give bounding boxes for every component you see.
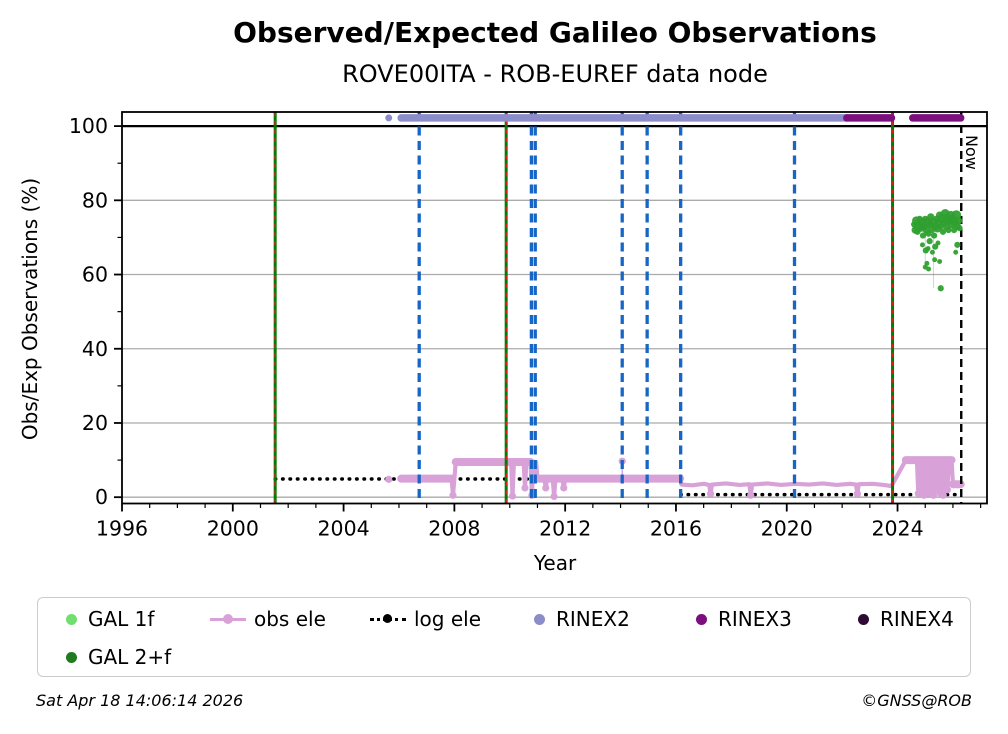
now-label: Now xyxy=(962,135,981,170)
x-tick-label: 2024 xyxy=(871,517,923,541)
now-label-text: Now xyxy=(962,135,981,170)
y-tick-label: 60 xyxy=(82,263,108,287)
obs-ele-legend-marker xyxy=(210,613,246,624)
chart-subtitle: ROVE00ITA - ROB-EUREF data node xyxy=(342,60,768,88)
legend-item-rinex2: RINEX2 xyxy=(534,606,630,632)
rinex2-legend-marker xyxy=(534,613,545,625)
x-axis-label: Year xyxy=(533,551,577,575)
x-tick-label: 1996 xyxy=(96,517,148,541)
chart-title: Observed/Expected Galileo Observations xyxy=(233,16,877,49)
rinex3-legend-marker xyxy=(696,613,707,625)
plot-timestamp: Sat Apr 18 14:06:14 2026 xyxy=(36,691,244,710)
gal2f-legend-marker xyxy=(66,651,77,663)
legend-label: log ele xyxy=(414,607,482,631)
rinex4-legend-marker xyxy=(858,613,869,625)
legend-item-log-ele: log ele xyxy=(370,606,481,632)
x-tick-label: 2016 xyxy=(650,517,702,541)
x-tick-label: 2000 xyxy=(207,517,259,541)
legend-label: RINEX3 xyxy=(718,607,792,631)
legend-item-gal1f: GAL 1f xyxy=(66,606,154,632)
y-tick-label: 0 xyxy=(95,485,108,509)
obs-ele-series xyxy=(385,456,965,501)
y-tick-label: 100 xyxy=(69,114,108,138)
legend: GAL 1f obs ele log ele RINEX2 RINEX3 RINEX4 GA… xyxy=(37,597,971,677)
legend-item-rinex3: RINEX3 xyxy=(696,606,792,632)
x-tick-label: 2012 xyxy=(539,517,591,541)
rinex2-series xyxy=(385,114,851,122)
event-lines-blue xyxy=(417,112,797,504)
y-axis: 0 20 40 60 80 100 xyxy=(69,114,122,509)
x-tick-label: 2008 xyxy=(428,517,480,541)
y-tick-label: 40 xyxy=(82,337,108,361)
legend-label: obs ele xyxy=(254,607,326,631)
x-axis: 1996 2000 2004 2008 2012 2016 2020 2024 xyxy=(96,503,982,541)
legend-item-obs-ele: obs ele xyxy=(210,606,326,632)
y-axis-label: Obs/Exp Observations (%) xyxy=(18,177,42,441)
y-tick-label: 80 xyxy=(82,188,108,212)
event-lines-green xyxy=(273,112,895,504)
gridlines xyxy=(122,199,987,498)
x-tick-label: 2004 xyxy=(317,517,369,541)
gal1f-legend-marker xyxy=(66,613,77,625)
log-ele-legend-marker xyxy=(370,613,406,623)
legend-label: GAL 2+f xyxy=(88,645,172,669)
gal2f-series xyxy=(911,208,963,292)
legend-label: RINEX4 xyxy=(880,607,954,631)
log-ele-series xyxy=(273,477,963,497)
plot-border xyxy=(121,111,988,505)
legend-label: RINEX2 xyxy=(556,607,630,631)
legend-item-gal2f: GAL 2+f xyxy=(66,644,171,670)
legend-item-rinex4: RINEX4 xyxy=(858,606,954,632)
credit-watermark: ©GNSS@ROB xyxy=(861,691,972,710)
x-tick-label: 2020 xyxy=(761,517,813,541)
y-tick-label: 20 xyxy=(82,411,108,435)
legend-label: GAL 1f xyxy=(88,607,155,631)
